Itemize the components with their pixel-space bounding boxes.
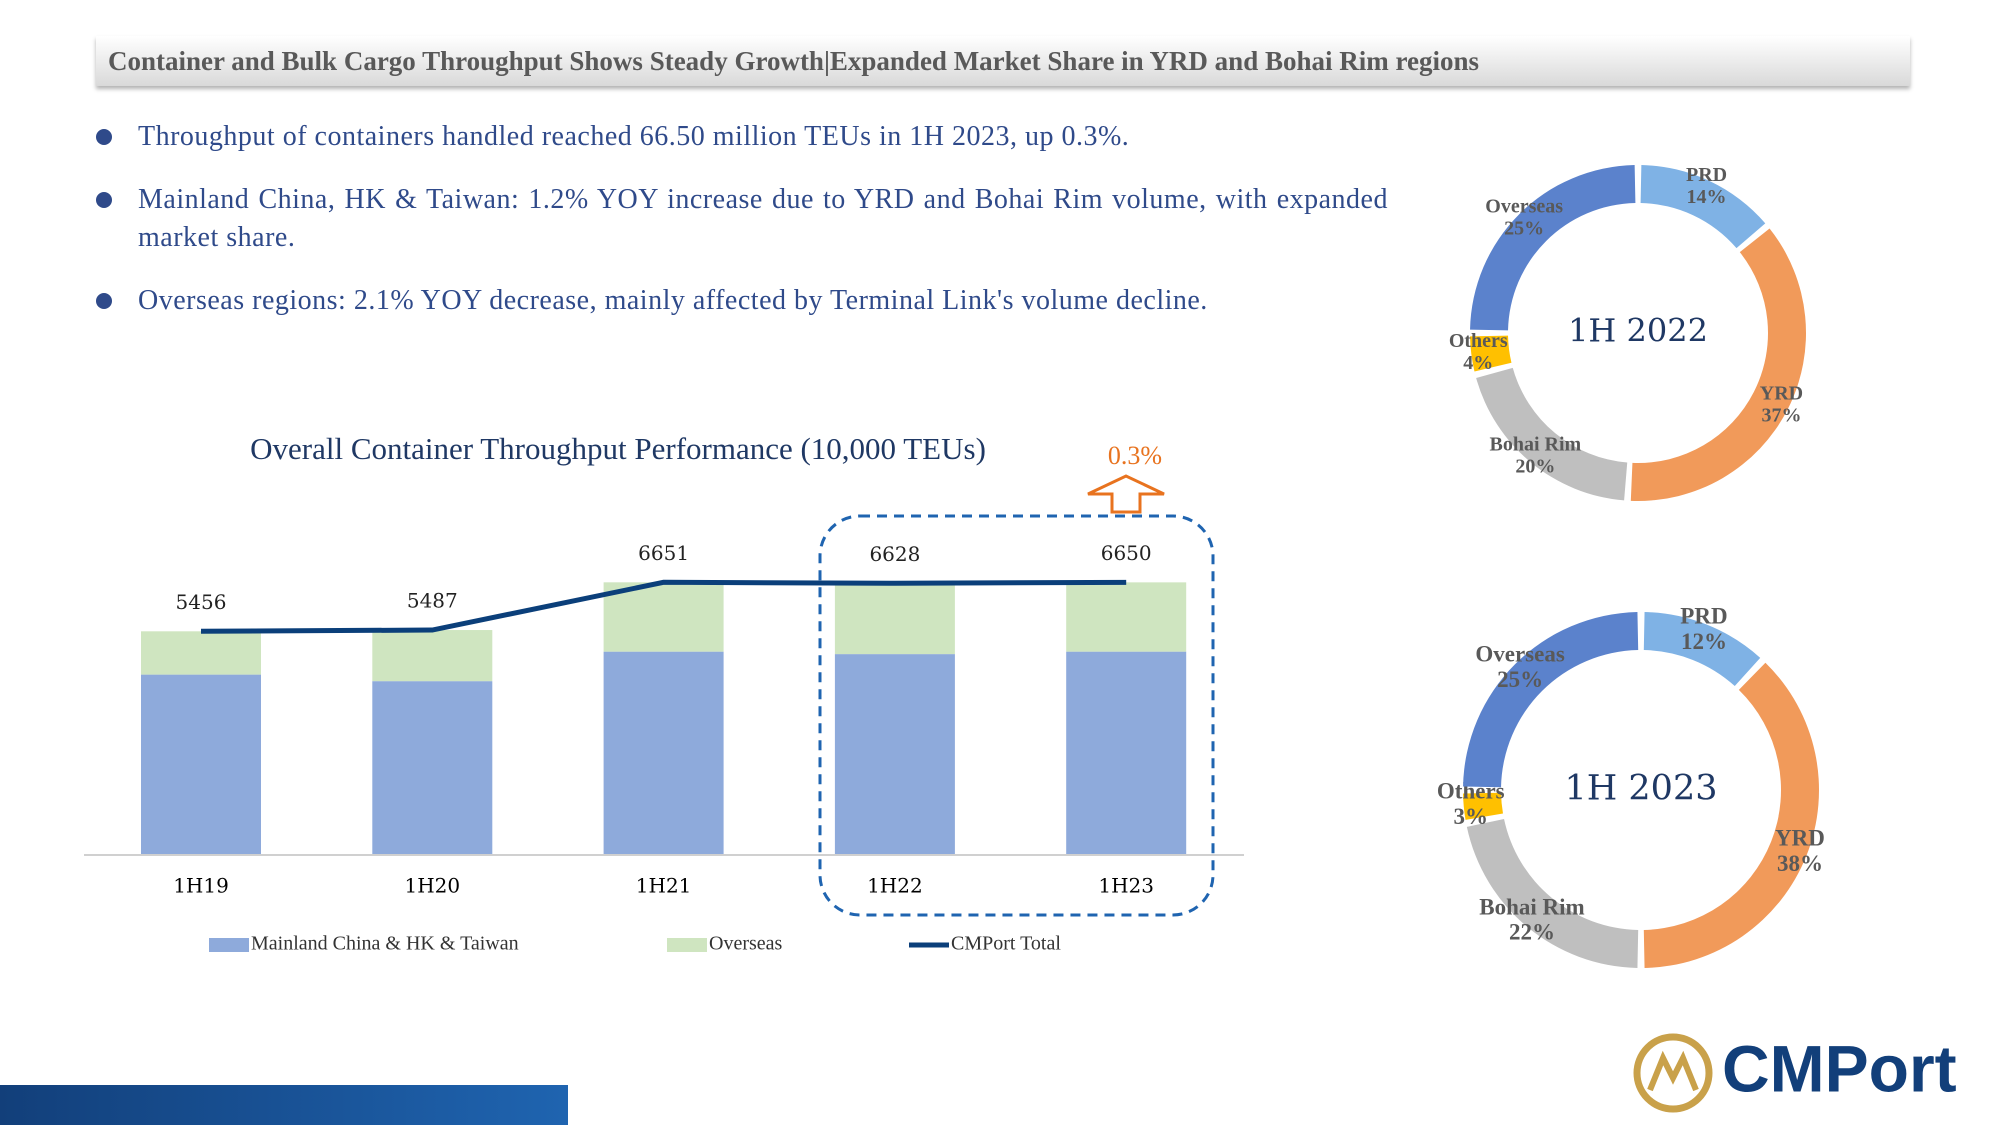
slice-label: Overseas <box>1485 196 1563 218</box>
legend-label: CMPort Total <box>951 933 1061 955</box>
logo-text: CMPort <box>1722 1031 1957 1105</box>
donut-slice <box>1640 165 1766 249</box>
footer-bar <box>0 1085 568 1125</box>
center-label: 1H 2022 <box>1568 312 1708 350</box>
donut-slice <box>1463 792 1503 820</box>
bar <box>834 583 955 655</box>
slice-label: Bohai Rim <box>1479 894 1584 919</box>
slice-label: PRD <box>1686 164 1727 186</box>
annotation: 0.3% <box>1108 441 1162 470</box>
data-label: 6651 <box>638 541 689 565</box>
up-arrow <box>1087 474 1165 514</box>
bullet-dot <box>96 129 112 145</box>
highlight-box <box>818 514 1215 917</box>
slice-value: 38% <box>1777 851 1823 876</box>
data-label: 5487 <box>407 589 458 613</box>
x-tick-label: 1H21 <box>636 874 692 898</box>
slice-value: 4% <box>1463 352 1493 374</box>
slice-value: 37% <box>1761 405 1801 427</box>
title-bar: Container and Bulk Cargo Throughput Show… <box>96 36 1910 86</box>
bullet-dot <box>96 192 112 208</box>
slice-value: 22% <box>1509 920 1555 945</box>
legend-swatch <box>209 938 249 952</box>
bar <box>372 630 493 682</box>
slice-label: YRD <box>1775 826 1825 851</box>
bullet-dot <box>96 293 112 309</box>
slice-label: PRD <box>1680 604 1727 629</box>
line <box>200 579 1127 634</box>
x-tick-label: 1H23 <box>1098 874 1154 898</box>
logo-mark <box>1647 1050 1699 1092</box>
bar <box>603 582 724 652</box>
slice-value: 25% <box>1497 667 1543 692</box>
bar <box>141 674 261 855</box>
center-label: 1H 2023 <box>1565 769 1718 809</box>
slide-title: Container and Bulk Cargo Throughput Show… <box>108 46 1479 76</box>
x-tick-label: 1H22 <box>867 874 923 898</box>
bullet-text: Overseas regions: 2.1% YOY decrease, mai… <box>138 285 1208 316</box>
donut-slice <box>1630 228 1806 501</box>
bar <box>603 651 724 855</box>
bar <box>372 681 493 855</box>
legend-label: Overseas <box>709 933 783 955</box>
donut-slice <box>1643 612 1761 687</box>
bar <box>1066 582 1187 652</box>
slice-value: 14% <box>1687 186 1727 208</box>
slice-value: 20% <box>1515 456 1555 478</box>
bullet-text: Throughput of containers handled reached… <box>138 121 1130 152</box>
donut-slice <box>1643 662 1820 968</box>
donut-slice <box>1470 335 1512 372</box>
bar <box>141 631 261 675</box>
data-label: 6628 <box>869 542 920 566</box>
legend-label: Mainland China & HK & Taiwan <box>251 933 519 955</box>
x-tick-label: 1H19 <box>173 874 229 898</box>
slice-label: Others <box>1449 330 1508 352</box>
data-label: 5456 <box>176 590 227 614</box>
bar <box>834 654 955 855</box>
slice-label: YRD <box>1760 383 1803 405</box>
chart-title: Overall Container Throughput Performance… <box>250 431 986 466</box>
slice-value: 25% <box>1504 218 1544 240</box>
donut-slice <box>1470 165 1636 331</box>
slice-value: 3% <box>1454 804 1489 829</box>
donut-slice <box>1466 818 1639 968</box>
slice-label: Bohai Rim <box>1490 434 1582 456</box>
bullet-text: Mainland China, HK & Taiwan: 1.2% YOY in… <box>138 184 1388 253</box>
data-label: 6650 <box>1101 541 1152 565</box>
slice-label: Overseas <box>1475 642 1564 667</box>
slice-value: 12% <box>1681 629 1727 654</box>
donut-slice <box>1476 367 1628 501</box>
x-tick-label: 1H20 <box>404 874 460 898</box>
legend-swatch <box>667 938 707 952</box>
donut-slice <box>1463 612 1639 788</box>
logo-mark <box>1633 1033 1713 1113</box>
bar <box>1066 651 1187 855</box>
